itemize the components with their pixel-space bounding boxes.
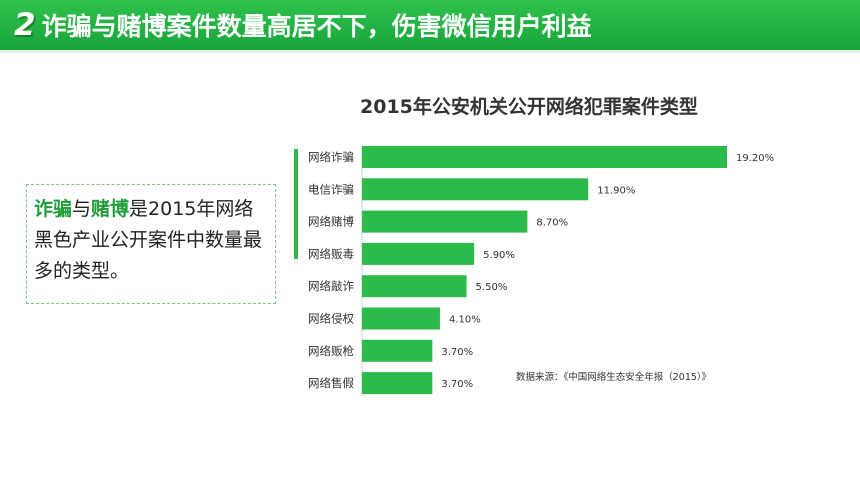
bar-1	[362, 146, 727, 168]
callout-highlight-fraud: 诈骗	[34, 198, 73, 220]
callout-box	[26, 184, 276, 304]
bar-7	[362, 339, 433, 362]
bar-2	[362, 178, 589, 201]
value-label-3: 8.70%	[536, 218, 568, 229]
bar-4	[362, 242, 475, 265]
value-label-7: 3.70%	[441, 347, 473, 358]
category-label-8: 网络售假	[308, 376, 354, 390]
section-title: 诈骗与赌博案件数量高居不下，伤害微信用户利益	[41, 12, 592, 41]
bar-3	[362, 210, 528, 233]
value-label-5: 5.50%	[476, 282, 508, 293]
chart-title: 2015年公安机关公开网络犯罪案件类型	[360, 96, 698, 118]
category-label-3: 网络赌博	[308, 215, 354, 229]
bar-6	[362, 307, 440, 330]
category-label-7: 网络贩枪	[308, 344, 354, 358]
value-label-8: 3.70%	[441, 379, 473, 390]
callout-marker	[294, 149, 298, 259]
category-label-1: 网络诈骗	[308, 150, 354, 164]
section-number: 2	[14, 7, 36, 43]
category-label-2: 电信诈骗	[308, 182, 354, 196]
value-label-2: 11.90%	[597, 185, 635, 196]
category-label-5: 网络敲诈	[308, 279, 354, 293]
value-label-6: 4.10%	[449, 315, 481, 326]
category-label-4: 网络贩毒	[308, 247, 354, 261]
callout-connector: 与	[72, 198, 92, 220]
header-divider	[0, 50, 860, 53]
header-banner	[0, 0, 860, 50]
value-label-4: 5.90%	[483, 250, 515, 261]
bar-8	[362, 372, 433, 395]
callout-body: 是2015年网络黑色产业公开案件中数量最多的类型。	[34, 198, 263, 282]
value-label-1: 19.20%	[736, 153, 774, 164]
category-label-6: 网络侵权	[308, 312, 354, 326]
callout-highlight-gambling: 赌博	[91, 198, 130, 220]
callout-text: 诈骗与赌博是2015年网络黑色产业公开案件中数量最多的类型。	[34, 194, 272, 287]
bar-group: 网络诈骗 19.20% 电信诈骗 11.90% 网络赌博 8.70% 网络贩毒 5.90% 网络…	[308, 146, 774, 395]
source-note: 数据来源：《中国网络生态安全年报（2015）》	[516, 372, 712, 383]
page-title: 2 诈骗与赌博案件数量高居不下，伤害微信用户利益	[14, 4, 592, 46]
bar-5	[362, 275, 467, 298]
